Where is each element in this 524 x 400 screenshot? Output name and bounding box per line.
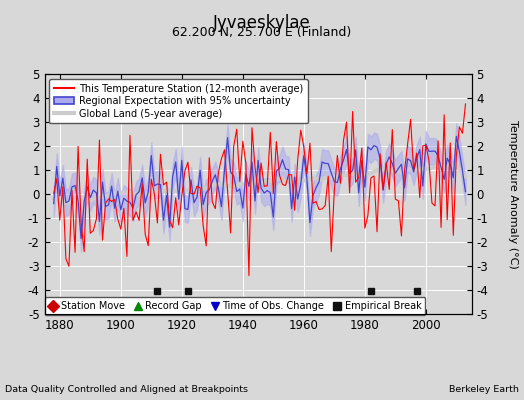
Text: Berkeley Earth: Berkeley Earth bbox=[449, 386, 519, 394]
Y-axis label: Temperature Anomaly (°C): Temperature Anomaly (°C) bbox=[508, 120, 518, 268]
Text: Data Quality Controlled and Aligned at Breakpoints: Data Quality Controlled and Aligned at B… bbox=[5, 386, 248, 394]
Legend: Station Move, Record Gap, Time of Obs. Change, Empirical Break: Station Move, Record Gap, Time of Obs. C… bbox=[45, 298, 425, 315]
Text: 62.200 N, 25.700 E (Finland): 62.200 N, 25.700 E (Finland) bbox=[172, 26, 352, 39]
Text: Jyvaeskylae: Jyvaeskylae bbox=[213, 14, 311, 32]
